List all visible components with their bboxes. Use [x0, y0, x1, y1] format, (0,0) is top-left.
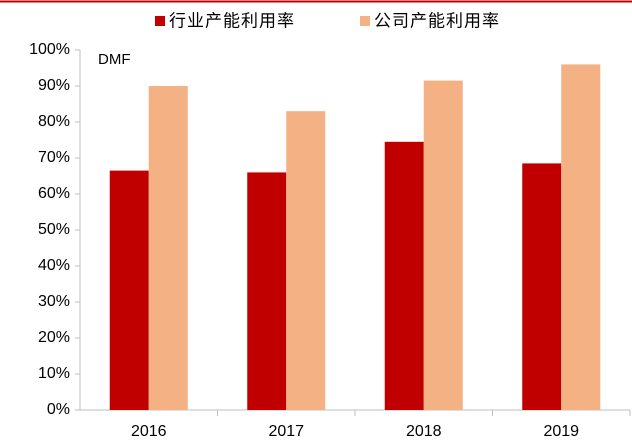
- y-tick-label: 60%: [38, 185, 70, 202]
- y-tick-label: 30%: [38, 293, 70, 310]
- bar: [423, 80, 463, 410]
- bar: [522, 163, 562, 410]
- y-tick-label: 70%: [38, 149, 70, 166]
- y-tick-label: 50%: [38, 221, 70, 238]
- legend-swatch: [155, 16, 165, 26]
- y-tick-label: 90%: [38, 77, 70, 94]
- bar: [286, 111, 326, 410]
- y-tick-label: 40%: [38, 257, 70, 274]
- x-tick-label: 2016: [131, 423, 167, 440]
- bar: [561, 64, 601, 411]
- bar: [247, 172, 287, 410]
- legend-swatch: [360, 16, 370, 26]
- bar: [148, 86, 188, 410]
- y-tick-label: 20%: [38, 329, 70, 346]
- x-tick-label: 2018: [406, 423, 442, 440]
- y-tick-label: 80%: [38, 113, 70, 130]
- bar: [109, 170, 149, 410]
- annotation: DMF: [98, 51, 131, 68]
- legend-label: 行业产能利用率: [169, 11, 295, 30]
- bar: [384, 141, 424, 411]
- x-tick-label: 2017: [268, 423, 304, 440]
- y-tick-label: 0%: [47, 401, 70, 418]
- legend-label: 公司产能利用率: [374, 11, 500, 30]
- y-tick-label: 100%: [29, 41, 70, 58]
- y-tick-label: 10%: [38, 365, 70, 382]
- x-tick-label: 2019: [543, 423, 579, 440]
